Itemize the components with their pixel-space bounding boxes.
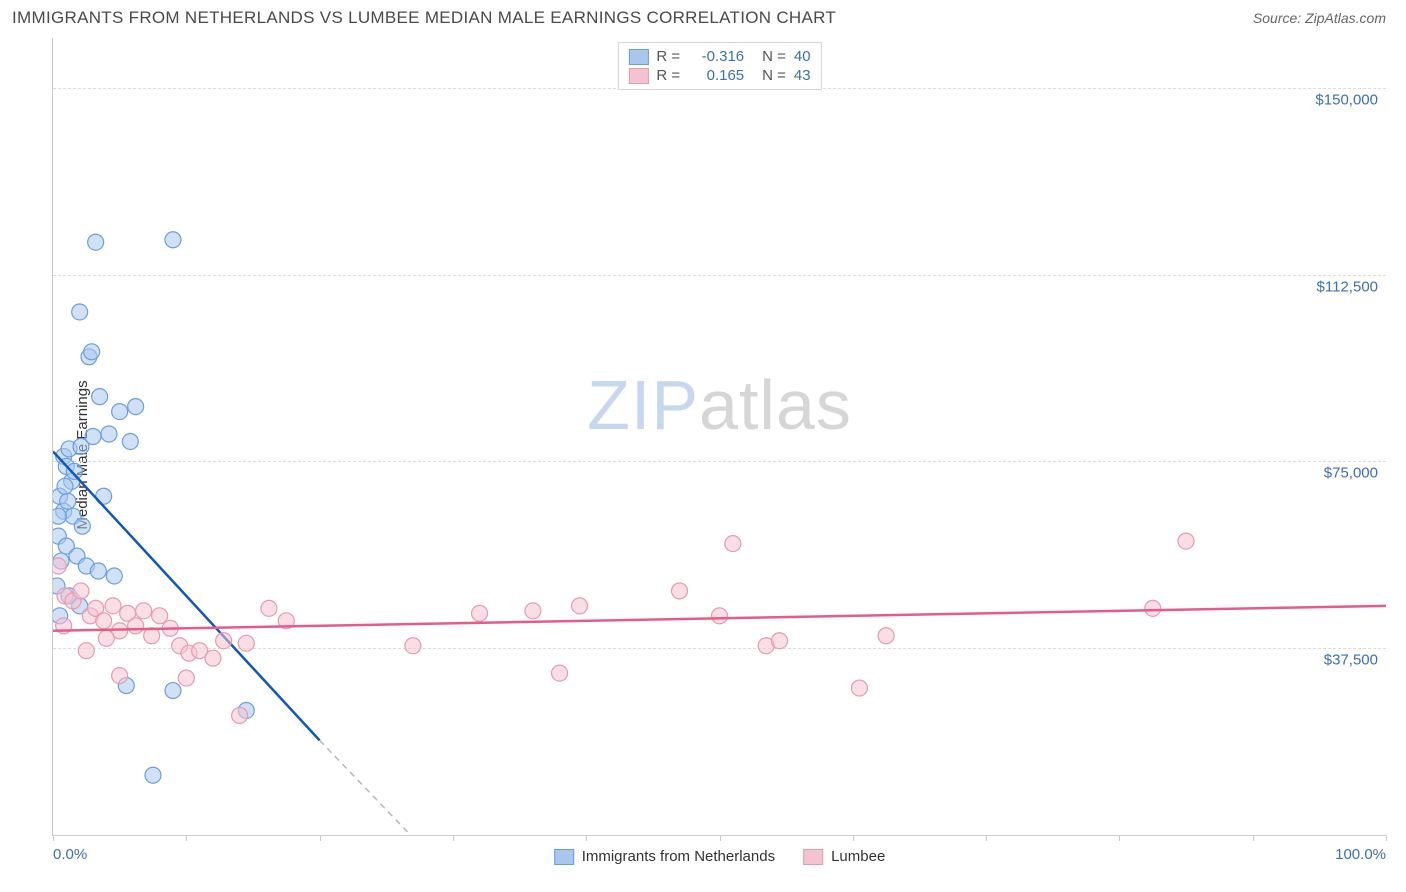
correlation-legend: R = -0.316 N = 40 R = 0.165 N = 43 [617,42,821,90]
scatter-svg [53,38,1386,835]
data-point [88,234,104,250]
data-point [261,600,277,616]
x-tick [53,835,54,841]
legend-label: Lumbee [831,848,885,865]
data-point [232,707,248,723]
data-point [238,635,254,651]
data-point [53,558,66,574]
regression-line-extrapolated [320,740,507,835]
legend-label: Immigrants from Netherlands [582,848,775,865]
data-point [672,583,688,599]
data-point [53,508,66,524]
source-attribution: Source: ZipAtlas.com [1253,10,1386,26]
x-tick [1386,835,1387,841]
data-point [72,304,88,320]
data-point [122,433,138,449]
data-point [572,598,588,614]
x-min-label: 0.0% [53,846,87,863]
data-point [112,668,128,684]
n-value: 43 [794,67,811,84]
r-value: 0.165 [688,67,744,84]
x-tick [453,835,454,841]
x-tick [320,835,321,841]
data-point [101,426,117,442]
data-point [73,583,89,599]
correlation-legend-row: R = -0.316 N = 40 [628,47,810,66]
x-tick [853,835,854,841]
n-label: N = [762,67,786,84]
data-point [98,630,114,646]
correlation-legend-row: R = 0.165 N = 43 [628,66,810,85]
data-point [128,399,144,415]
plot-area: ZIPatlas R = -0.316 N = 40 R = 0.165 N =… [52,38,1386,836]
data-point [725,536,741,552]
x-max-label: 100.0% [1335,846,1386,863]
n-label: N = [762,48,786,65]
data-point [165,683,181,699]
data-point [712,608,728,624]
data-point [1178,533,1194,549]
data-point [74,518,90,534]
data-point [128,618,144,634]
data-point [405,638,421,654]
regression-line [53,451,320,740]
data-point [771,633,787,649]
r-value: -0.316 [688,48,744,65]
source-name: ZipAtlas.com [1305,10,1386,26]
chart-header: IMMIGRANTS FROM NETHERLANDS VS LUMBEE ME… [0,0,1406,32]
data-point [60,493,76,509]
data-point [78,643,94,659]
series-legend-item: Immigrants from Netherlands [554,848,775,865]
data-point [525,603,541,619]
data-point [136,603,152,619]
data-point [178,670,194,686]
x-tick [1253,835,1254,841]
data-point [145,767,161,783]
data-point [85,429,101,445]
data-point [216,633,232,649]
n-value: 40 [794,48,811,65]
data-point [66,463,82,479]
chart-container: Median Male Earnings ZIPatlas R = -0.316… [12,38,1386,872]
data-point [205,650,221,666]
data-point [878,628,894,644]
legend-swatch [554,849,574,865]
data-point [92,389,108,405]
data-point [84,344,100,360]
r-label: R = [656,48,680,65]
legend-swatch [628,68,648,84]
data-point [96,613,112,629]
x-tick [586,835,587,841]
data-point [90,563,106,579]
data-point [112,404,128,420]
legend-swatch [628,49,648,65]
chart-title: IMMIGRANTS FROM NETHERLANDS VS LUMBEE ME… [12,8,836,28]
legend-swatch [803,849,823,865]
series-legend: Immigrants from Netherlands Lumbee [554,848,886,865]
data-point [165,232,181,248]
x-tick [186,835,187,841]
data-point [552,665,568,681]
x-tick [986,835,987,841]
data-point [472,605,488,621]
data-point [57,478,73,494]
data-point [105,598,121,614]
data-point [106,568,122,584]
series-legend-item: Lumbee [803,848,885,865]
data-point [851,680,867,696]
source-label: Source: [1253,10,1301,26]
x-tick [1119,835,1120,841]
x-tick [720,835,721,841]
data-point [1145,600,1161,616]
r-label: R = [656,67,680,84]
